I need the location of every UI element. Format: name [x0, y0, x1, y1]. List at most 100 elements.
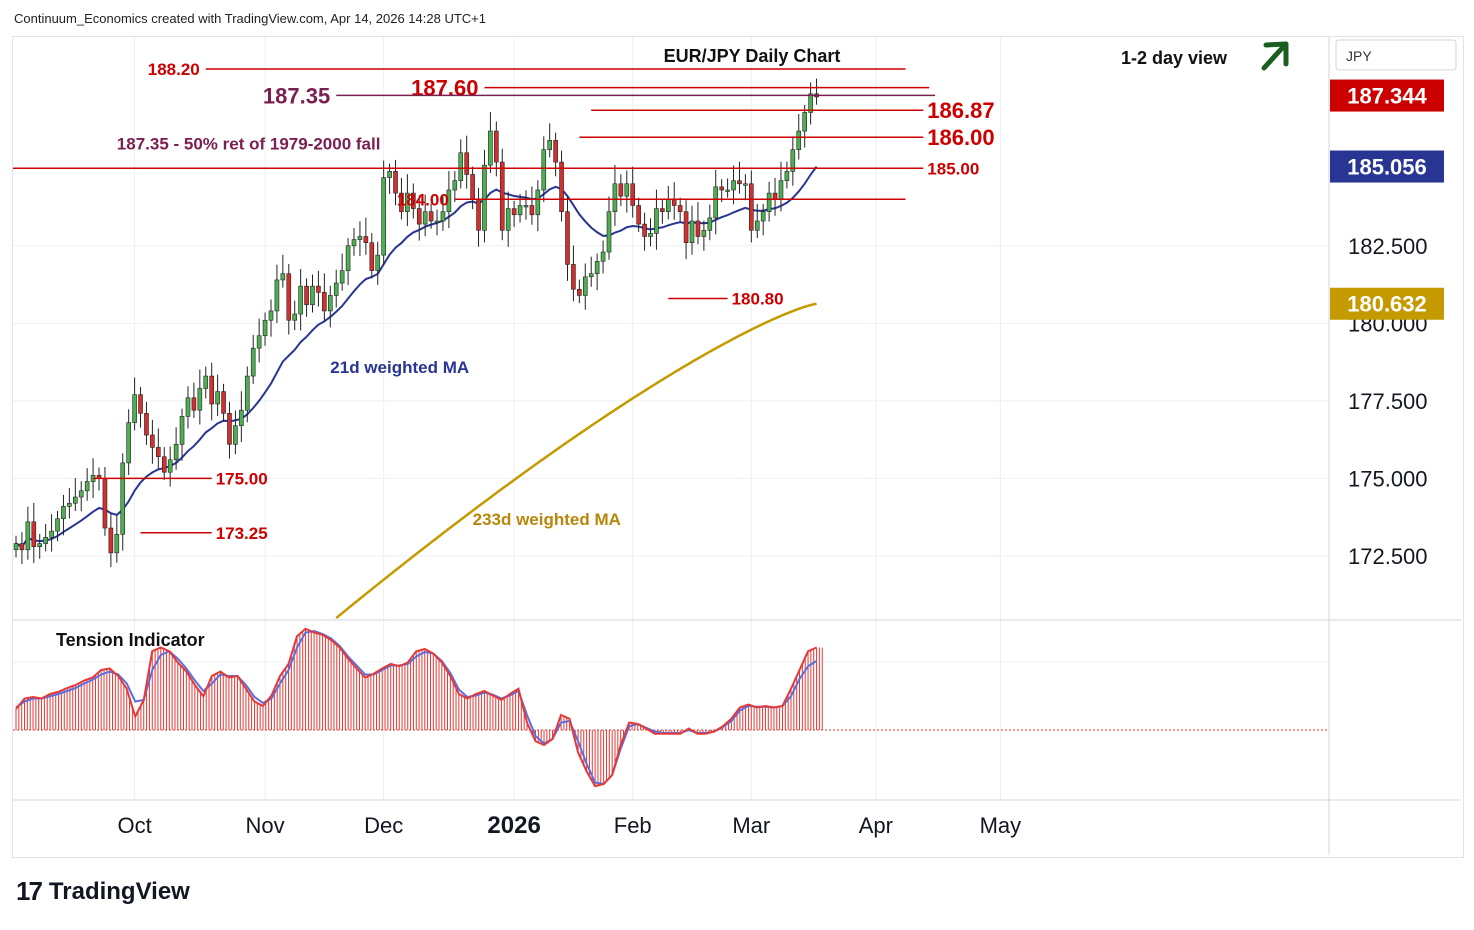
candle-body — [683, 211, 689, 244]
price-badge — [1330, 287, 1444, 320]
level-label: 180.80 — [732, 290, 784, 309]
candle-body — [78, 490, 84, 498]
candle-body — [351, 239, 357, 247]
currency-label[interactable]: JPY — [1346, 48, 1372, 64]
candle-body — [523, 205, 529, 208]
x-tick-label: Nov — [245, 813, 284, 838]
candle-body — [606, 211, 612, 253]
candle-body — [772, 192, 778, 200]
candle-body — [749, 183, 754, 231]
candle-body — [416, 208, 422, 225]
candle-body — [185, 397, 191, 417]
candle-body — [84, 481, 90, 492]
price-badge — [1330, 150, 1444, 183]
candle-body — [316, 285, 321, 293]
annotation-text: 21d weighted MA — [330, 358, 469, 377]
candle-body — [553, 140, 558, 163]
candle-body — [577, 288, 582, 296]
candle-body — [363, 236, 369, 244]
candle-body — [790, 149, 796, 172]
candle-body — [233, 425, 238, 445]
candle-body — [636, 205, 641, 225]
candle-body — [55, 518, 60, 532]
price-badges: 187.344 185.056 180.632 — [1330, 79, 1444, 320]
candle-body — [286, 273, 292, 321]
candle-body — [357, 236, 363, 240]
candle-body — [547, 140, 553, 150]
candle-body — [517, 205, 523, 216]
tension-title: Tension Indicator — [56, 630, 205, 650]
x-tick-label: Oct — [117, 813, 151, 838]
candle-body — [31, 521, 37, 547]
candle-body — [13, 543, 19, 551]
candle-body — [760, 211, 766, 222]
candle-body — [381, 177, 386, 256]
candle-body — [796, 130, 802, 150]
candle-body — [802, 112, 807, 132]
candle-body — [648, 233, 653, 237]
candle-body — [695, 220, 701, 237]
candle-body — [642, 223, 647, 237]
candle-body — [594, 261, 600, 275]
candle-body — [304, 285, 309, 306]
candle-body — [144, 412, 149, 436]
candle-body — [494, 130, 499, 163]
candle-body — [138, 394, 143, 414]
candle-body — [375, 254, 381, 271]
candle-body — [298, 285, 303, 315]
candle-body — [541, 149, 547, 191]
candle-body — [766, 192, 772, 212]
price-badge-label: 185.056 — [1347, 155, 1427, 180]
chart-title: EUR/JPY Daily Chart — [664, 46, 841, 66]
candle-body — [102, 478, 108, 529]
candle-body — [150, 434, 155, 448]
level-label: 185.00 — [927, 159, 979, 178]
level-label: 175.00 — [216, 470, 268, 489]
x-tick-label: May — [980, 813, 1022, 838]
ma233-layer — [335, 302, 817, 619]
candle-body — [725, 189, 730, 192]
level-label: 186.00 — [927, 125, 994, 150]
candle-body — [310, 285, 315, 306]
candle-body — [458, 152, 464, 181]
candle-body — [654, 208, 659, 234]
arrow-shaft — [1261, 43, 1287, 71]
chart-header: Continuum_Economics created with Trading… — [14, 11, 486, 26]
candle-body — [268, 310, 274, 321]
candle-body — [209, 375, 214, 405]
candle-body — [511, 208, 517, 216]
candle-body — [156, 447, 161, 458]
annotation-layer: 187.35 - 50% ret of 1979-2000 fall 21d we… — [117, 135, 621, 529]
candle-body — [221, 391, 226, 414]
candle-body — [161, 456, 167, 473]
candle-body — [327, 295, 333, 312]
candle-body — [191, 397, 197, 411]
annotation-text: 233d weighted MA — [473, 510, 621, 529]
candle-body — [280, 273, 286, 281]
candle-body — [411, 192, 416, 209]
candle-body — [244, 375, 250, 411]
candle-body — [227, 412, 232, 445]
candle-body — [719, 186, 724, 191]
candle-body — [274, 279, 280, 312]
x-tick-label: 2026 — [487, 812, 540, 839]
candle-body — [701, 229, 707, 237]
candle-body — [292, 313, 298, 321]
candle-body — [630, 183, 636, 206]
level-label: 186.87 — [927, 98, 994, 123]
tradingview-brand[interactable]: 17 TradingView — [16, 876, 190, 907]
candle-body — [167, 459, 173, 473]
candle-body — [778, 180, 784, 200]
candle-body — [488, 130, 493, 166]
candle-body — [588, 273, 594, 278]
candle-body — [114, 533, 120, 554]
candle-body — [339, 270, 345, 284]
candle-body — [25, 521, 31, 551]
price-badge — [1330, 79, 1444, 112]
level-label: 173.25 — [216, 524, 268, 543]
candle-body — [387, 171, 392, 178]
candle-body — [250, 347, 256, 377]
